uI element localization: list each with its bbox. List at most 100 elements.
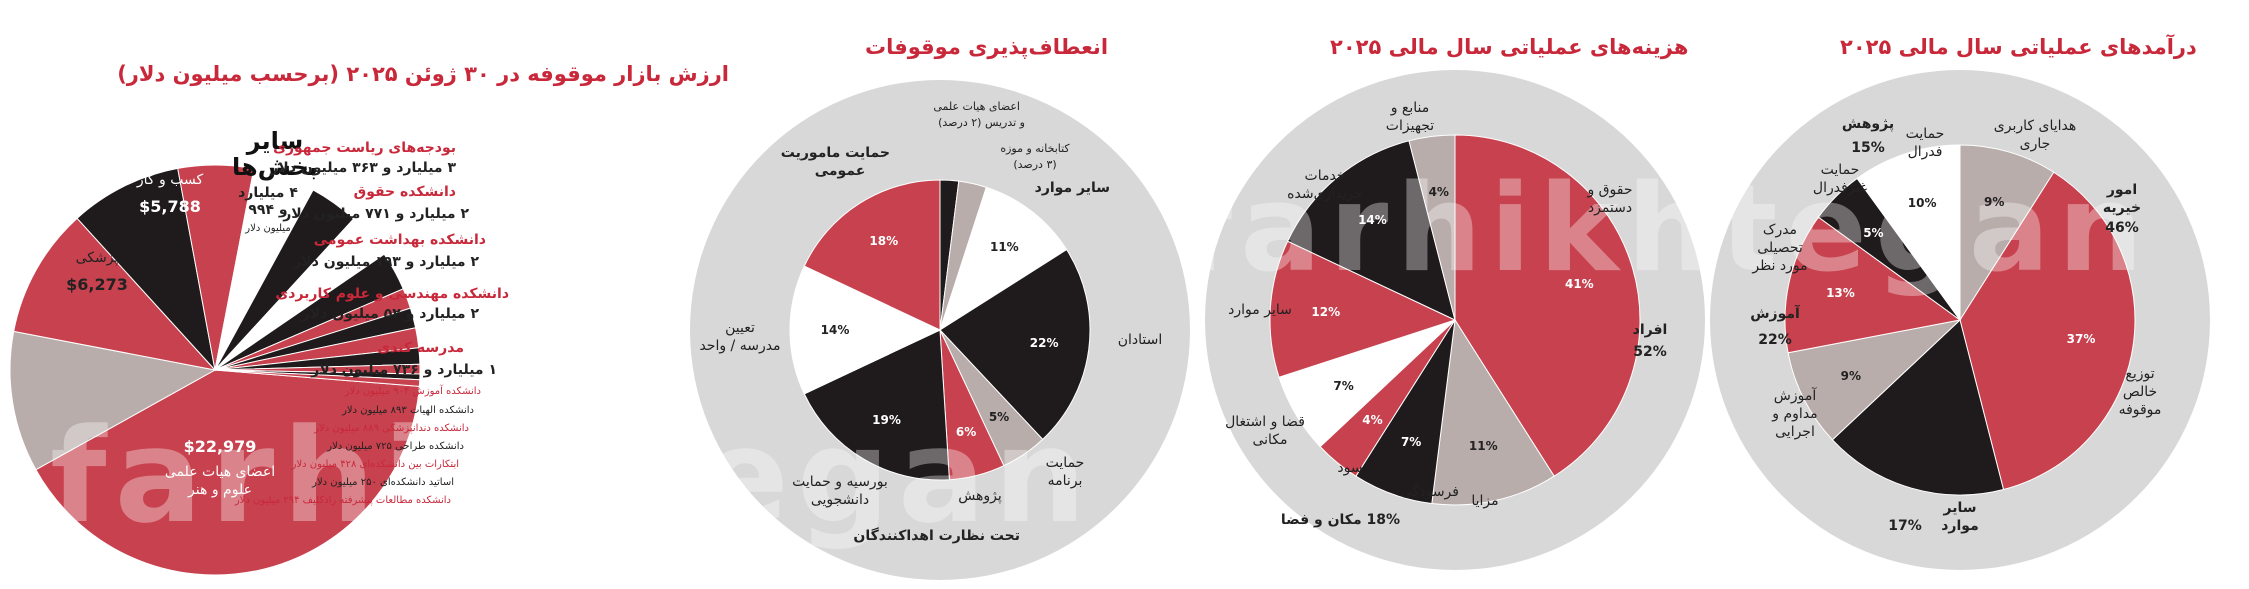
other-divisions-title: سایر بخش‌ها xyxy=(232,127,318,181)
gifts-label-2: جاری xyxy=(2019,136,2051,152)
fas-value: $22,979 xyxy=(183,437,257,456)
other-rev-label-2: موارد xyxy=(1941,518,1979,534)
flexibility-chart-title: انعطاف‌پذیری موقوفات xyxy=(865,35,1109,59)
other-rev-label: سایر xyxy=(1943,500,1977,516)
expenses-pct-1: 11% xyxy=(1468,439,1498,454)
public-health-value: ۲ میلیارد و ۱۹۳ میلیون دلار xyxy=(293,254,479,270)
other-divisions-value-2: و ۹۹۴ xyxy=(248,202,288,218)
revenues-slice-1 xyxy=(1959,171,2136,491)
expenses-chart-title: هزینه‌های عملیاتی سال مالی ۲۰۲۵ xyxy=(1330,35,1689,59)
flexibility-slice-3 xyxy=(939,248,1091,441)
philanthropy-label-2: خیریه xyxy=(2102,200,2142,216)
flexibility-slice-6 xyxy=(803,329,950,481)
revenues-chart-title: درآمدهای عملیاتی سال مالی ۲۰۲۵ xyxy=(1840,35,2197,59)
expenses-pct-4: 7% xyxy=(1333,378,1354,393)
scholarship-label: بورسیه و حمایت xyxy=(792,474,888,490)
expenses-slice-0 xyxy=(1454,134,1641,477)
watermark-bottom: farhikhtegan xyxy=(50,400,1095,552)
depreciation-label: فرسودگی xyxy=(1401,484,1459,500)
revenues-slice-0 xyxy=(1959,144,2055,322)
flexibility-pct-3: 22% xyxy=(1029,336,1059,351)
flexibility-slice-8 xyxy=(803,179,941,331)
revenues-pct-5: 5% xyxy=(1863,226,1884,241)
federal-label: حمایت xyxy=(1905,126,1945,142)
revenues-pct-1: 37% xyxy=(2066,332,2096,347)
supplies-label: منابع و xyxy=(1390,100,1430,116)
faculty-label-2: و تدریس (۲ درصد) xyxy=(938,116,1025,129)
revenues-slice-2 xyxy=(1831,319,2005,496)
salaries-label: حقوق و xyxy=(1587,182,1633,198)
federal-label-2: فدرال xyxy=(1907,144,1943,160)
mission-label-2: عمومی xyxy=(814,163,866,179)
program-label-2: برنامه xyxy=(1047,473,1083,489)
salaries-label-2: دستمزد xyxy=(1587,200,1633,216)
small-label-3: دانشکده دندانپزشکی ۸۸۹ میلیون دلار xyxy=(314,423,469,434)
fas-label-2: علوم و هنر xyxy=(188,482,252,498)
designated-label-2: مدرسه / واحد xyxy=(699,338,781,354)
distribution-label: توزیع xyxy=(2125,366,2155,382)
nonfederal-label-2: غیرفدرال xyxy=(1812,180,1868,196)
engineering-name: دانشکده مهندسی و علوم کاربردی xyxy=(275,286,509,302)
law-school-value: ۲ میلیارد و ۷۷۱ میلیون دلار xyxy=(283,206,469,222)
exec-label: آموزش xyxy=(1773,388,1817,404)
research-label: پژوهش xyxy=(958,488,1002,504)
education-pct: 22% xyxy=(1758,332,1792,348)
flexibility-pct-7: 14% xyxy=(820,323,850,337)
expenses-pct-3: 4% xyxy=(1362,412,1383,427)
small-label-7: دانشکده مطالعات پیشرفته رادکلیف ۲۹۴ میلی… xyxy=(234,495,451,506)
kennedy-school-name: مدرسه کندی xyxy=(377,340,464,356)
research-rev-label: پژوهش xyxy=(1841,116,1895,132)
distribution-label-3: موقوفه xyxy=(2118,402,2162,418)
people-label: افراد xyxy=(1632,322,1668,338)
kennedy-school-value: ۱ میلیارد و ۷۳۶ میلیون دلار xyxy=(311,362,497,378)
philanthropy-label: امور xyxy=(2106,182,2138,198)
program-label: حمایت xyxy=(1045,455,1085,471)
small-label-2: دانشکده الهیات ۸۹۳ میلیون دلار xyxy=(342,405,474,416)
occupancy-label-2: مکانی xyxy=(1252,432,1288,448)
expenses-pct-5: 12% xyxy=(1311,304,1341,319)
flexibility-slice-2 xyxy=(939,186,1068,332)
expenses-slice-5 xyxy=(1269,240,1457,378)
small-label-5: ابتکارات بین دانشکده‌ای ۴۲۸ میلیون دلار xyxy=(291,459,459,470)
flexibility-pct-5: 6% xyxy=(955,424,977,439)
expenses-pct-7: 4% xyxy=(1428,184,1449,199)
library-label-2: (۳ درصد) xyxy=(1013,158,1057,171)
endowment-slice-0 xyxy=(35,369,420,576)
revenues-pct-4: 13% xyxy=(1826,286,1855,301)
endowment-slice-15 xyxy=(214,369,421,387)
expenses-pct-2: 7% xyxy=(1400,434,1422,449)
degree-label: مدرک xyxy=(1762,222,1798,238)
expenses-slice-7 xyxy=(1408,134,1456,321)
endowment-slice-2 xyxy=(13,217,217,371)
distribution-label-2: خالص xyxy=(2122,384,2158,400)
revenues-slice-6 xyxy=(1856,144,1961,322)
professors-label: استادان xyxy=(1117,332,1163,348)
flexibility-pct-8: 18% xyxy=(869,234,899,249)
presidential-funds-value: ۳ میلیارد و ۳۶۳ میلیون دلار xyxy=(270,160,456,176)
revenues-slice-3 xyxy=(1787,319,1962,441)
research-rev-pct: 15% xyxy=(1851,140,1885,156)
expenses-pct-0: 41% xyxy=(1564,276,1594,291)
revenues-slice-4 xyxy=(1784,216,1962,354)
expenses-slice-1 xyxy=(1431,318,1555,506)
gifts-label: هدایای کاربری xyxy=(1993,118,2077,134)
endowment-slice-1 xyxy=(9,330,217,471)
supplies-label-2: تجهیزات xyxy=(1385,118,1435,134)
medicine-label: پزشکی xyxy=(75,250,119,266)
other-rev-pct: 17% xyxy=(1888,518,1922,534)
law-school-name: دانشکده حقوق xyxy=(353,184,456,200)
exec-label-2: مداوم و xyxy=(1772,406,1818,422)
mission-label: حمایت ماموریت xyxy=(780,145,890,161)
small-label-6: اساتید دانشکده‌ای ۲۵۰ میلیون دلار xyxy=(312,477,454,488)
endowment-chart-title: ارزش بازار موقوفه در ۳۰ ژوئن ۲۰۲۵ (برحسب… xyxy=(117,62,729,86)
services-label-2: خریداری‌شده xyxy=(1287,186,1363,202)
library-label: کتابخانه و موزه xyxy=(1000,142,1070,155)
supervised-label: تحت نظارت اهداکنندگان xyxy=(853,528,1020,544)
public-health-name: دانشکده بهداشت عمومی xyxy=(313,232,486,248)
philanthropy-pct: 46% xyxy=(2105,220,2139,236)
business-value: $5,788 xyxy=(139,197,201,216)
services-label: خدمات xyxy=(1304,168,1346,184)
expenses-pct-6: 14% xyxy=(1358,213,1387,228)
medicine-value: $6,273 xyxy=(66,275,128,294)
